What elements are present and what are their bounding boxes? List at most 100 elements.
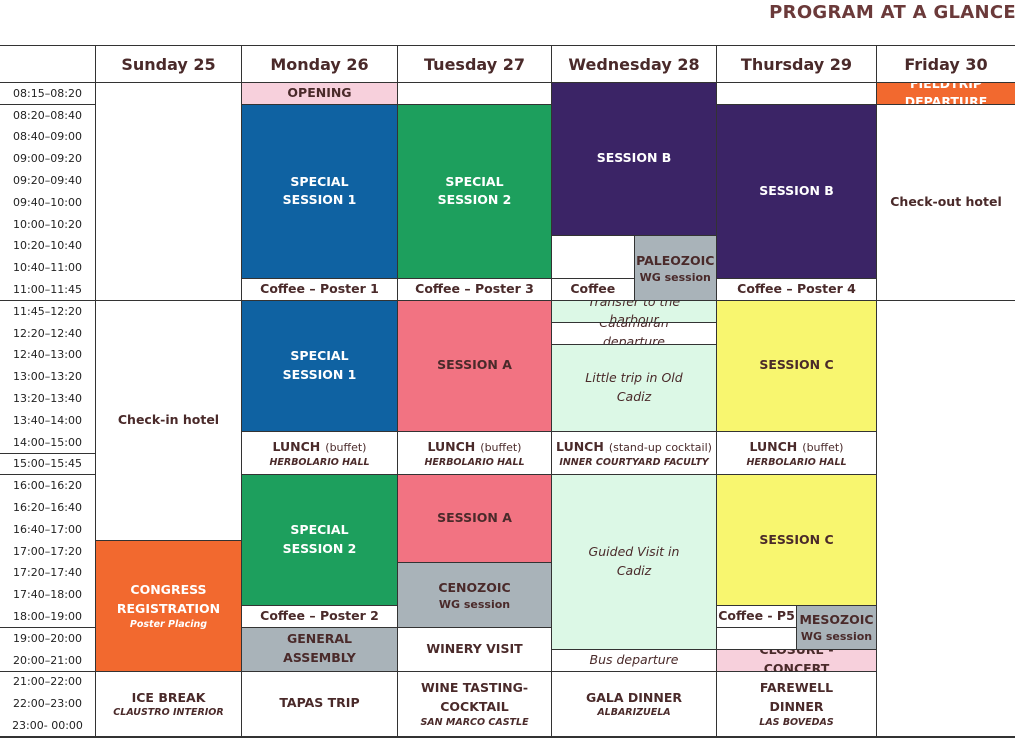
event-title: Coffee – Poster 1 [260,281,379,297]
event-block: SESSION C [716,300,876,432]
event-location: HERBOLARIO HALL [746,456,847,468]
empty-slot [716,627,796,650]
page-title: PROGRAM AT A GLANCE [769,2,1016,23]
event-location: INNER COURTYARD FACULTY [559,456,709,468]
event-heading: LUNCH (buffet) [750,438,844,457]
event-block: Check-out hotel [876,104,1015,301]
time-slot: 08:40–09:00 [13,130,82,144]
event-block: Coffee – Poster 1 [241,279,397,301]
event-heading: LUNCH (stand-up cocktail) [556,438,712,457]
event-block: Coffee – Poster 2 [241,606,397,628]
event-block: SESSION B [551,83,716,236]
event-title: SESSION A [437,357,512,373]
time-slot: 16:20–16:40 [13,501,82,515]
event-title: GENERAL ASSEMBLY [283,631,356,666]
time-slot: 09:20–09:40 [13,174,82,188]
event-heading: LUNCH (buffet) [428,438,522,457]
event-title: PALEOZOIC [636,252,715,268]
event-block: LUNCH (buffet) HERBOLARIO HALL [397,431,551,476]
time-slot: 10:00–10:20 [13,217,82,231]
event-title: Check-out hotel [890,194,1002,209]
header-corner [0,46,95,83]
event-title: Transfer to the harbour [587,300,681,323]
time-slot: 13:40–14:00 [13,413,82,427]
time-slot: 23:00- 00:00 [0,715,95,737]
event-block: Check-in hotel [95,300,241,541]
event-block: Coffee [551,279,634,301]
event-title: Coffee – Poster 4 [737,281,856,297]
event-title: Guided Visit in Cadiz [588,544,680,579]
event-note: (stand-up cocktail) [608,440,712,454]
event-title: LUNCH [556,438,604,454]
event-title: Little trip in Old Cadiz [585,369,683,404]
time-slot: 08:15–08:20 [0,83,95,105]
event-location: HERBOLARIO HALL [424,456,525,468]
event-block: WINERY VISIT [397,627,551,672]
event-block: SPECIAL SESSION 2 [241,475,397,607]
time-slot: 12:20–12:40 [13,326,82,340]
event-block: Bus departure [551,649,716,672]
event-note: WG session [639,270,711,284]
event-block: SESSION B [716,104,876,280]
event-title: Bus departure [589,651,679,667]
time-slot: 09:40–10:00 [13,195,82,209]
event-title: SPECIAL SESSION 1 [282,173,357,208]
event-block: OPENING [241,83,397,105]
day-header: Tuesday 27 [397,46,551,83]
time-slot: 18:00–19:00 [0,606,95,628]
empty-slot [397,83,551,105]
event-title: WINE TASTING- COCKTAIL [420,680,529,715]
event-title: WINERY VISIT [426,640,523,656]
event-title: Check-in hotel [117,411,220,427]
event-title: GALA DINNER [585,689,683,705]
event-location: SAN MARCO CASTLE [420,716,529,728]
event-location: Poster Placing [129,618,208,630]
time-slot: 10:20–10:40 [13,239,82,253]
event-block: PALEOZOIC WG session [633,235,716,301]
event-block: SESSION A [397,300,551,432]
event-block: SPECIAL SESSION 1 [241,104,397,280]
time-slot: 16:40–17:00 [13,522,82,536]
time-slot: 12:40–13:00 [13,348,82,362]
event-block: Coffee - P5 [716,606,796,628]
event-block: Transfer to the harbour [551,300,716,323]
time-slot: 17:00–17:20 [13,544,82,558]
time-slot: 22:00–23:00 [13,697,82,711]
event-title: LUNCH [749,438,798,454]
event-title: SPECIAL SESSION 1 [282,348,357,382]
time-slot: 10:40–11:00 [13,261,82,275]
event-block: SESSION A [397,475,551,563]
event-title: FIELDTRIP DEPARTURE [904,83,988,105]
event-title: SESSION B [759,183,834,199]
event-title: FAREWELL DINNER [759,680,834,715]
event-title: Coffee - P5 [718,608,795,624]
event-block: FAREWELL DINNER LAS BOVEDAS [716,671,876,737]
empty-slot [876,300,1015,737]
event-block: Little trip in Old Cadiz [551,344,716,432]
event-block: WINE TASTING- COCKTAIL SAN MARCO CASTLE [397,671,551,737]
event-block: LUNCH (buffet) HERBOLARIO HALL [241,431,397,476]
event-block: Catamaran departure [551,322,716,345]
time-slot: 21:00–22:00 [13,675,82,689]
event-block: Guided Visit in Cadiz [551,475,716,650]
event-note: WG session [438,597,511,611]
event-title: SPECIAL SESSION 2 [437,173,512,208]
time-slot: 08:20–08:40 [13,108,82,122]
event-block: CONGRESS REGISTRATION Poster Placing [95,540,241,672]
event-title: TAPAS TRIP [279,695,360,711]
schedule-grid: Sunday 25 Monday 26 Tuesday 27 Wednesday 28… [0,45,1015,738]
event-note: (buffet) [480,440,522,454]
event-block: SPECIAL SESSION 1 [241,300,397,432]
event-location: ALBARIZUELA [597,707,671,719]
event-block: LUNCH (stand-up cocktail) INNER COURTYARD … [551,431,716,476]
event-block: GENERAL ASSEMBLY [241,627,397,672]
event-title: LUNCH [427,438,476,454]
event-location: CLAUSTRO INTERIOR [113,707,224,719]
event-block: CENOZOIC WG session [397,562,551,628]
time-slot: 11:45–12:20 [13,304,82,318]
empty-slot [95,83,241,301]
empty-slot [716,83,876,105]
event-block: Coffee – Poster 4 [716,279,876,301]
time-slot: 15:00–15:45 [0,454,95,476]
time-slot: 19:00–20:00 [13,631,82,645]
